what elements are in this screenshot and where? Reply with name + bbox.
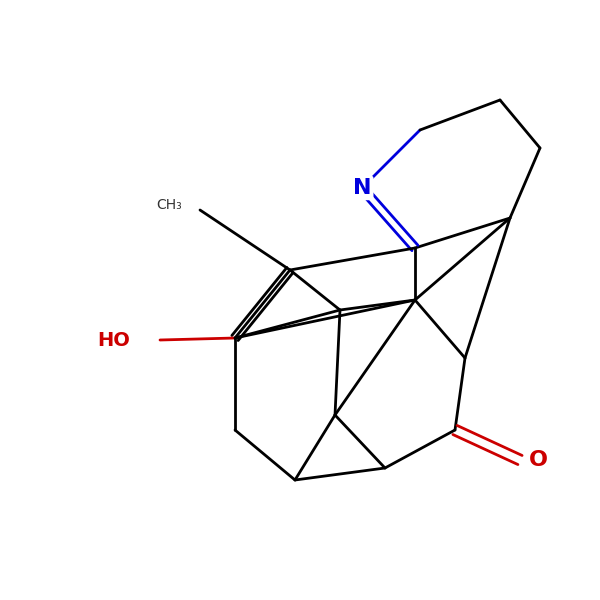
Text: CH₃: CH₃	[156, 198, 182, 212]
Text: N: N	[353, 178, 371, 198]
Text: O: O	[529, 450, 548, 470]
Text: HO: HO	[97, 331, 130, 349]
